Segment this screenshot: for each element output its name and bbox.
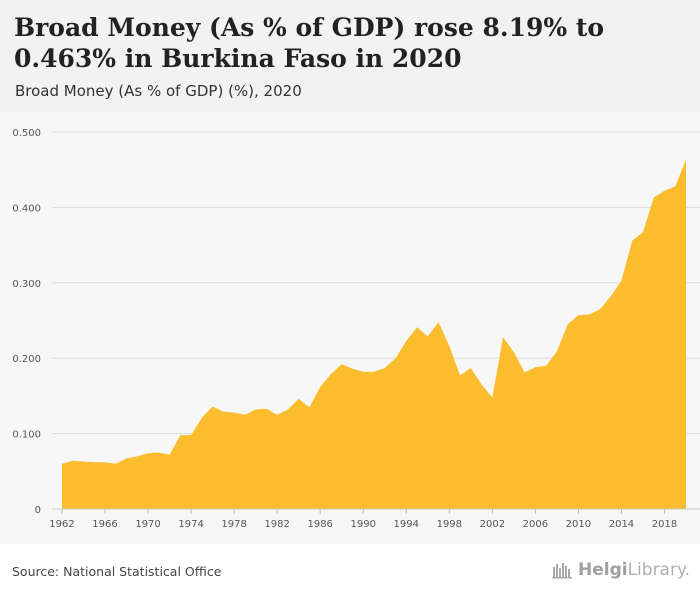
chart-subtitle: Broad Money (As % of GDP) (%), 2020 — [15, 82, 302, 100]
x-tick-label: 2010 — [566, 519, 591, 530]
brand-name-light: Library. — [627, 560, 690, 580]
y-tick-label: 0.100 — [12, 430, 41, 441]
y-tick-label: 0.400 — [12, 203, 41, 214]
source-note: Source: National Statistical Office — [12, 564, 222, 579]
library-icon — [551, 563, 572, 579]
x-tick-label: 1962 — [49, 519, 74, 530]
x-tick-label: 2018 — [652, 519, 677, 530]
y-tick-label: 0.300 — [12, 279, 41, 290]
y-axis-ticks: 0 0.100 0.200 0.300 0.400 0.500 — [12, 128, 41, 516]
x-axis-ticks: 1962 1966 1970 1974 1978 1982 1986 1990 1994 1998… — [49, 509, 677, 530]
series-area — [61, 159, 687, 509]
y-tick-label: 0.500 — [12, 128, 41, 139]
header-band: Broad Money (As % of GDP) rose 8.19% to … — [0, 0, 700, 112]
x-tick-label: 1998 — [437, 519, 462, 530]
x-tick-label: 2014 — [609, 519, 634, 530]
y-tick-label: 0 — [35, 505, 41, 516]
x-tick-label: 2006 — [523, 519, 548, 530]
chart-area: 0 0.100 0.200 0.300 0.400 0.500 1962 1966 1970 1… — [0, 112, 700, 544]
y-tick-label: 0.200 — [12, 354, 41, 365]
x-tick-label: 1986 — [307, 519, 332, 530]
x-tick-label: 1974 — [178, 519, 203, 530]
x-tick-label: 1982 — [264, 519, 289, 530]
x-tick-label: 1990 — [351, 519, 376, 530]
page-title: Broad Money (As % of GDP) rose 8.19% to … — [14, 13, 605, 73]
x-tick-label: 1994 — [394, 519, 419, 530]
x-tick-label: 1978 — [221, 519, 246, 530]
brand-logo[interactable]: HelgiLibrary. — [551, 560, 690, 580]
brand-name-bold: Helgi — [577, 560, 628, 580]
x-tick-label: 1966 — [92, 519, 117, 530]
x-tick-label: 1970 — [135, 519, 160, 530]
x-tick-label: 2002 — [480, 519, 505, 530]
series-area-fill — [62, 159, 686, 509]
